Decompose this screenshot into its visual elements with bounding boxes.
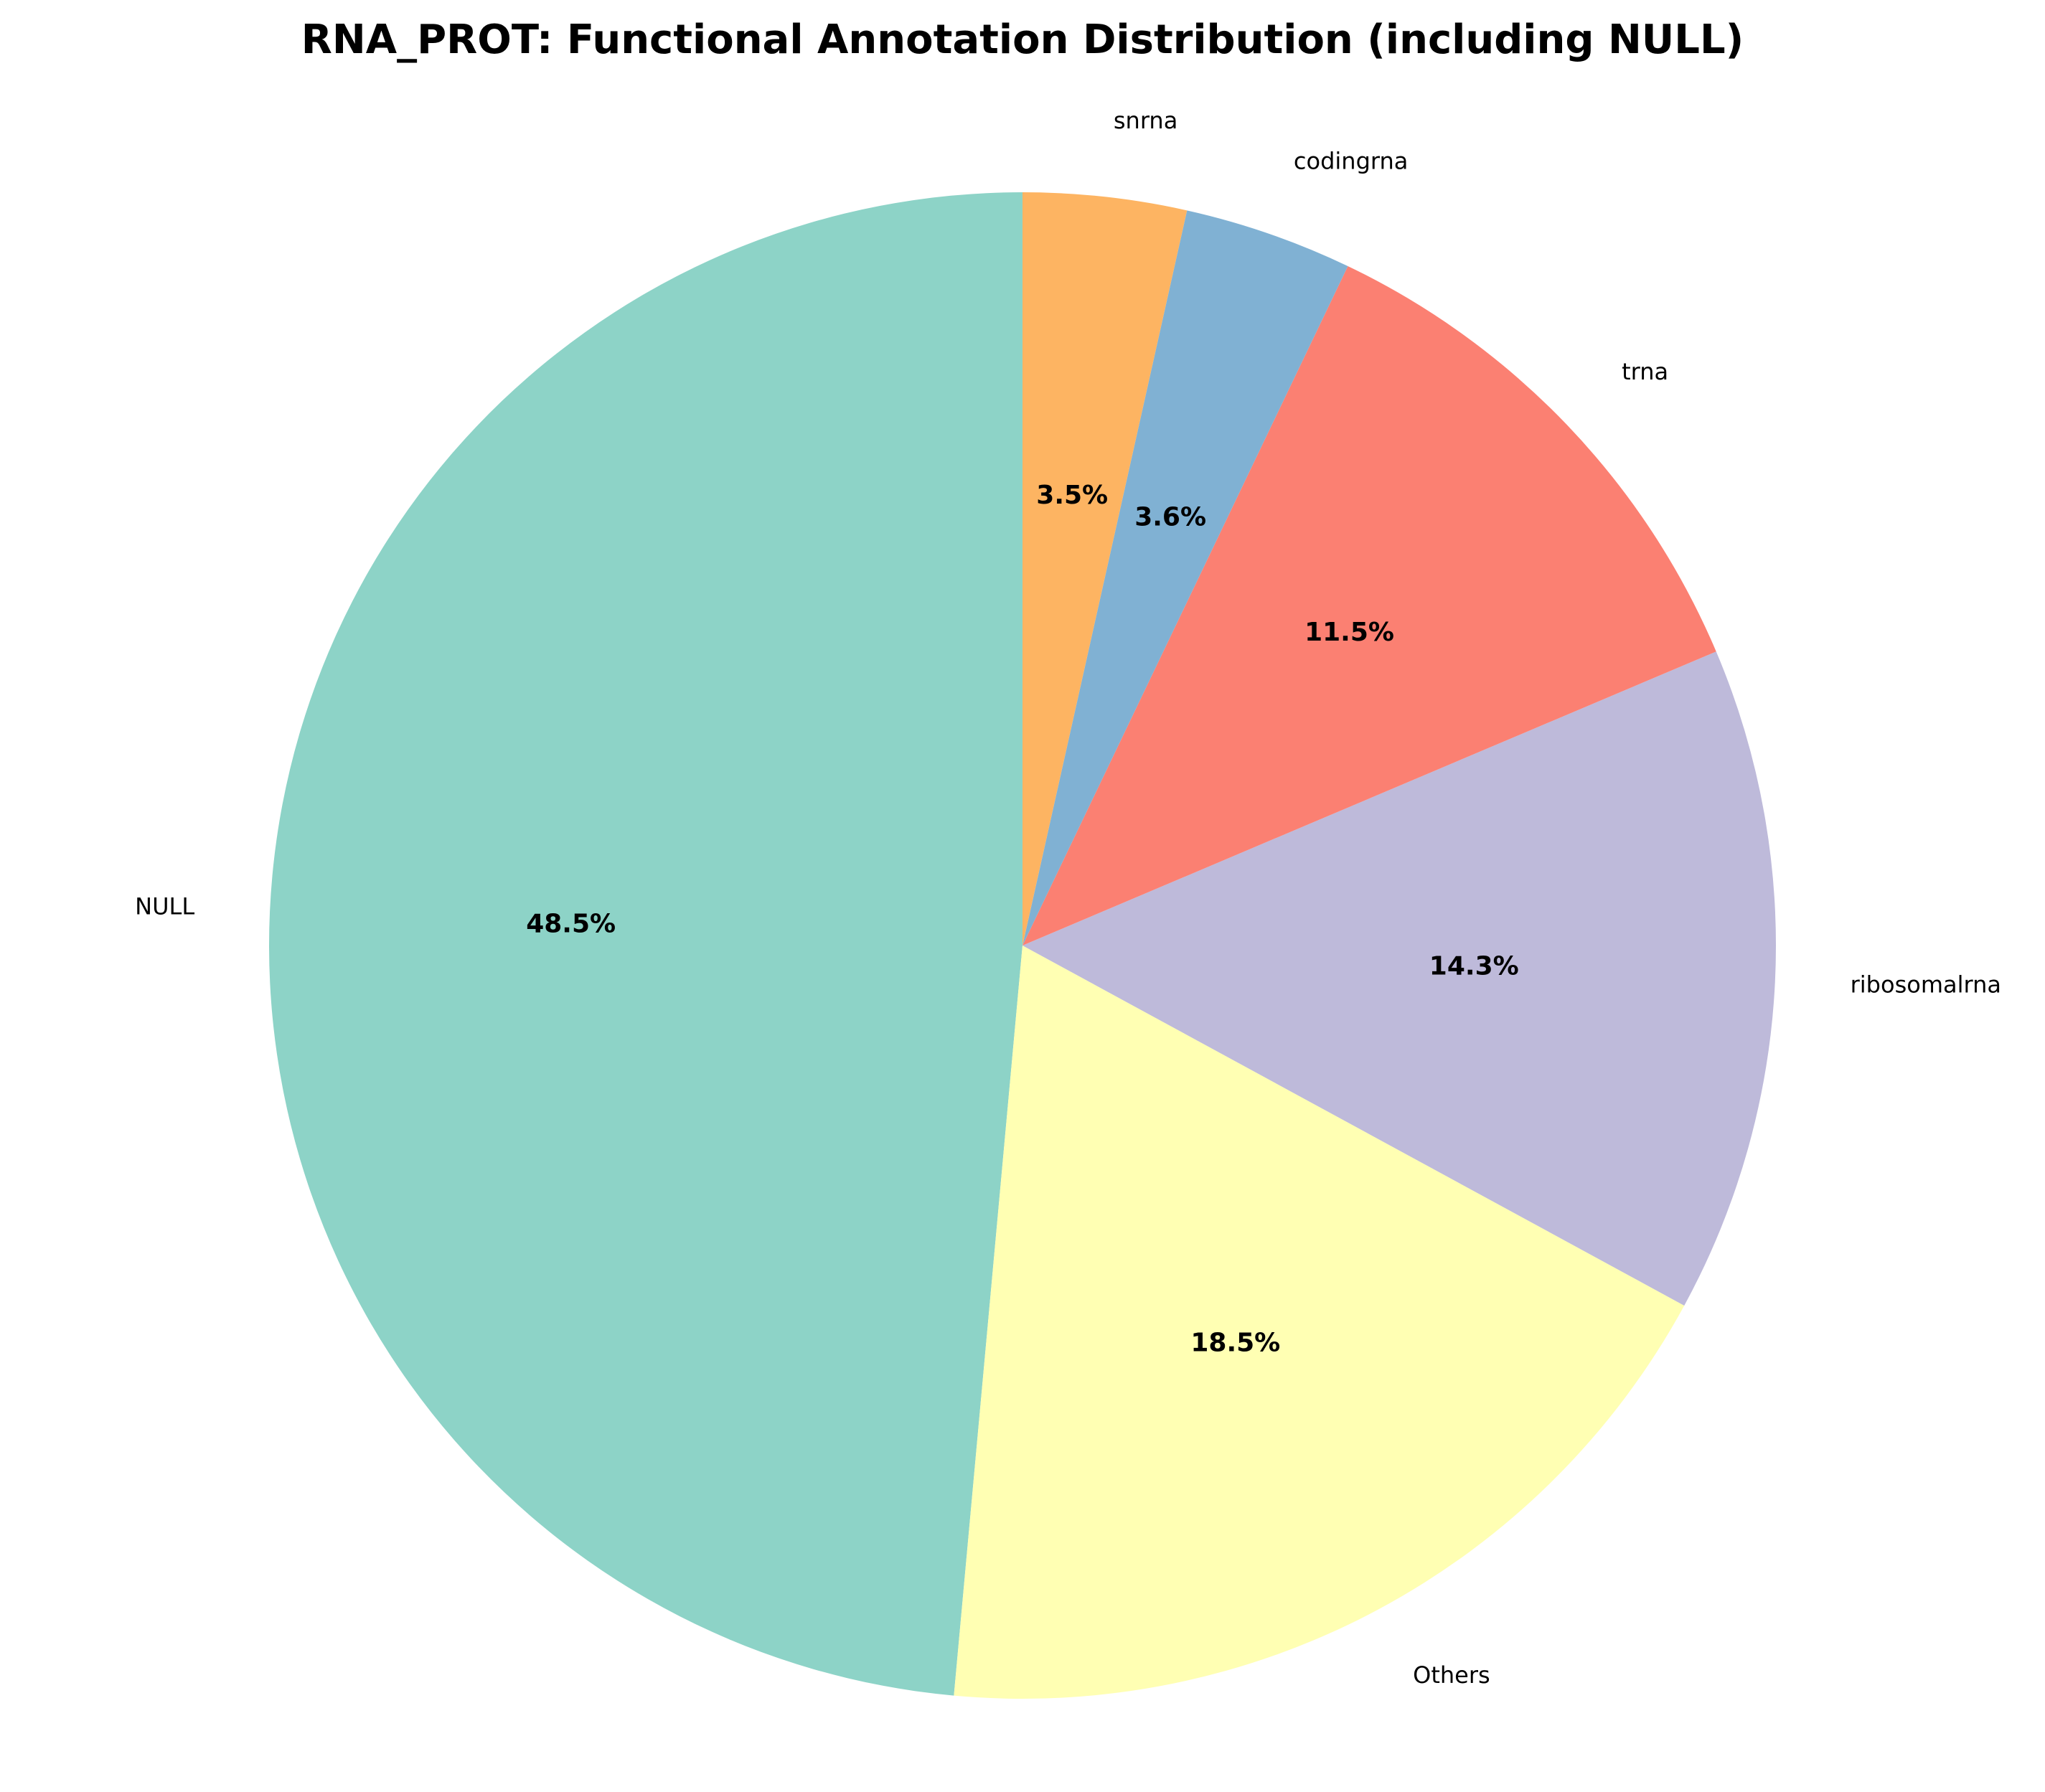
pie-slice-snrna — [1022, 192, 1188, 945]
pie-slice-others — [954, 945, 1685, 1699]
pct-label-trna: 11.5% — [1304, 618, 1394, 647]
slice-label-ribosomalrna: ribosomalrna — [1851, 971, 2001, 998]
pct-label-ribosomalrna: 14.3% — [1429, 952, 1519, 981]
slice-label-trna: trna — [1622, 358, 1668, 385]
pie-slices — [268, 192, 1776, 1699]
slice-label-others: Others — [1413, 1661, 1490, 1689]
pct-label-snrna: 3.5% — [1036, 481, 1108, 510]
pie-labels: NULL 48.5% Others 18.5% ribosomalrna 14.3% trn… — [135, 107, 2001, 1689]
slice-label-snrna: snrna — [1114, 107, 1177, 134]
pct-label-null: 48.5% — [526, 909, 616, 938]
chart-title: RNA_PROT: Functional Annotation Distribu… — [301, 16, 1744, 63]
pie-slice-codingrna — [1022, 210, 1348, 945]
pie-slice-ribosomalrna — [1022, 651, 1776, 1306]
pct-label-others: 18.5% — [1190, 1329, 1280, 1358]
pie-slice-null — [268, 192, 1023, 1696]
pie-slice-trna — [1022, 265, 1716, 945]
slice-label-null: NULL — [135, 892, 194, 920]
slice-label-codingrna: codingrna — [1294, 148, 1408, 175]
pct-label-codingrna: 3.6% — [1134, 503, 1206, 532]
